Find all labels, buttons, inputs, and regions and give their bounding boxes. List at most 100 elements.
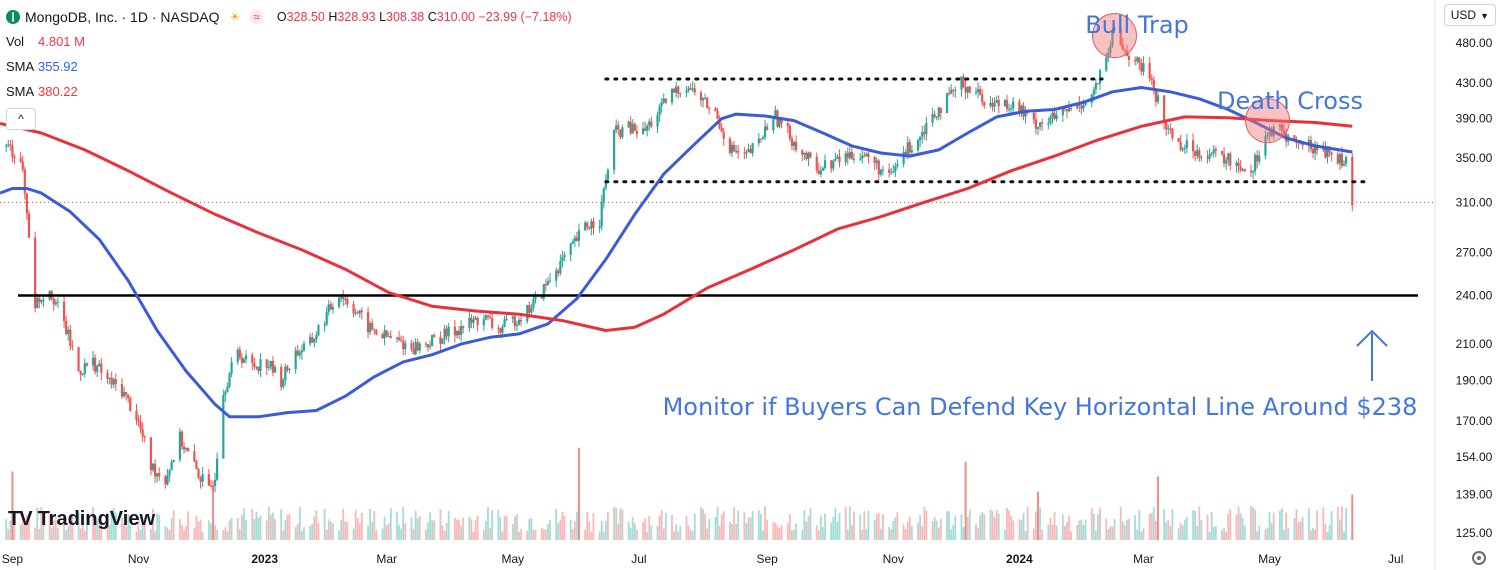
volume-bar [977, 528, 979, 540]
candle-body [1241, 168, 1244, 171]
volume-bar [418, 516, 421, 540]
close-value: 310.00 [436, 9, 476, 24]
volume-bar [1299, 521, 1302, 540]
candle-body [1080, 105, 1083, 109]
volume-bar [737, 510, 740, 540]
candle-body [120, 384, 124, 397]
candle-body [373, 329, 376, 331]
volume-bar [859, 514, 862, 540]
volume-bar [532, 529, 535, 540]
candle-body [759, 138, 763, 140]
candle-body [722, 131, 725, 139]
volume-bar [805, 521, 808, 540]
volume-bar [925, 510, 928, 540]
volume-bar [621, 509, 624, 540]
volume-bar [1328, 524, 1331, 540]
volume-bar [1024, 531, 1027, 540]
volume-bar [1227, 513, 1230, 540]
candle-body [1113, 28, 1116, 30]
collapse-legend-button[interactable]: ^ [6, 108, 36, 130]
indicator-volume[interactable]: Vol 4.801 M [6, 29, 572, 54]
candle-body [497, 327, 500, 329]
volume-bar [547, 523, 549, 540]
candle-body [590, 221, 593, 229]
volume-bar [9, 520, 12, 540]
candle-body [1053, 112, 1056, 119]
candle-body [1163, 95, 1166, 123]
volume-bar [1099, 508, 1101, 540]
candle-body [991, 102, 994, 107]
volume-bar [917, 522, 919, 540]
volume-bar [604, 520, 607, 540]
volume-bar [416, 518, 419, 540]
candle-body [501, 326, 504, 333]
volume-bar [445, 522, 448, 540]
volume-spike [1156, 476, 1159, 540]
volume-bar [48, 514, 51, 540]
volume-bar [786, 523, 789, 540]
candle-body [966, 86, 969, 93]
candle-body [172, 459, 175, 463]
volume-bar [1272, 512, 1275, 540]
candle-body [418, 343, 421, 351]
data-status-icon[interactable]: ≈ [250, 9, 263, 24]
candle-body [528, 304, 531, 313]
candle-body [766, 126, 769, 130]
candle-body [302, 343, 306, 351]
candle-body [1237, 163, 1240, 167]
currency-select[interactable]: USD ▼ [1443, 4, 1496, 26]
volume-bar [1169, 526, 1172, 540]
volume-bar [1055, 525, 1058, 540]
volume-bar [114, 512, 117, 540]
candle-body [993, 102, 996, 107]
indicator-sma-fast[interactable]: SMA 355.92 [6, 54, 572, 79]
volume-bar [687, 525, 690, 540]
volume-bar [1192, 509, 1194, 540]
candle-body [195, 461, 198, 470]
candle-body [1194, 151, 1197, 156]
indicator-sma-slow[interactable]: SMA 380.22 [6, 79, 572, 104]
candle-body [251, 355, 254, 364]
volume-bar [902, 524, 905, 540]
candle-body [98, 363, 101, 367]
volume-bar [123, 523, 125, 540]
candle-body [476, 317, 479, 326]
volume-bar [94, 520, 97, 540]
tradingview-logo[interactable]: TV TradingView [8, 508, 155, 531]
chevron-down-icon: ▼ [1480, 11, 1489, 21]
candle-body [135, 410, 138, 421]
volume-bar [877, 512, 880, 540]
candle-body [1123, 49, 1126, 51]
candle-body [352, 304, 355, 314]
volume-bar [5, 519, 8, 540]
volume-bar [1004, 529, 1006, 540]
volume-bar [1022, 512, 1025, 540]
volume-bar [633, 523, 636, 540]
candle-body [1235, 163, 1238, 166]
candle-body [484, 315, 488, 320]
volume-bar [743, 512, 746, 540]
volume-bar [282, 530, 285, 540]
volume-bar [1336, 506, 1339, 540]
volume-bar [197, 521, 200, 540]
volume-bar [544, 529, 547, 540]
candle-body [968, 86, 971, 93]
volume-bar [1279, 510, 1281, 540]
candle-body [27, 213, 31, 238]
market-hours-sun-icon[interactable]: ☀ [229, 9, 241, 24]
volume-bar [1287, 528, 1290, 540]
candle-body [197, 469, 200, 479]
volume-bar [1312, 527, 1314, 540]
candle-body [499, 328, 502, 333]
candle-body [832, 160, 835, 169]
settings-gear-icon[interactable] [1472, 551, 1486, 565]
volume-bar [731, 523, 733, 540]
volume-bar [607, 512, 609, 540]
volume-bar [309, 525, 312, 540]
volume-bar [259, 515, 262, 540]
candle-body [153, 463, 157, 477]
candle-body [526, 304, 529, 322]
volume-bar [83, 530, 86, 540]
symbol-title[interactable]: MongoDB, Inc. · 1D · NASDAQ [25, 8, 220, 25]
